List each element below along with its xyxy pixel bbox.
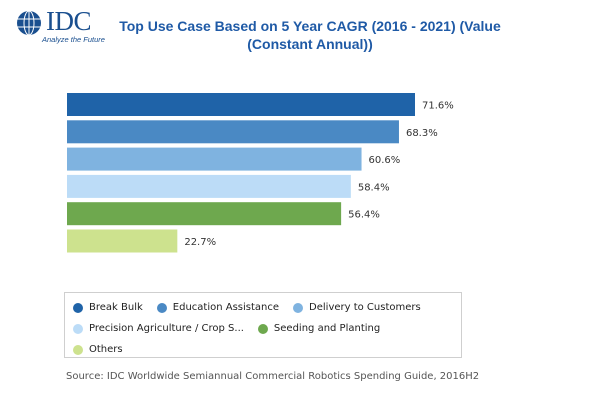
chart-title-line-2: (Constant Annual)): [247, 36, 373, 52]
logo-text: IDC: [46, 6, 92, 36]
logo-tagline: Analyze the Future: [42, 35, 105, 44]
bar-value-label-3: 60.6%: [369, 155, 401, 166]
legend-row: Break Bulk Education Assistance Delivery t…: [73, 297, 453, 318]
chart-legend: Break Bulk Education Assistance Delivery t…: [64, 292, 462, 358]
bar-value-label-5: 56.4%: [348, 210, 380, 221]
chart-title: Top Use Case Based on 5 Year CAGR (2016 …: [110, 17, 510, 53]
bar-chart: 71.6% 68.3% 60.6% 58.4% 56.4% 22.7%: [67, 93, 454, 253]
legend-label: Break Bulk: [89, 302, 143, 313]
globe-icon: [17, 10, 41, 36]
legend-marker-icon: [293, 302, 304, 313]
legend-item[interactable]: Break Bulk: [73, 302, 143, 313]
legend-row: Precision Agriculture / Crop S... Seeding…: [73, 318, 453, 339]
bar-value-label-6: 22.7%: [184, 237, 216, 248]
legend-label: Seeding and Planting: [273, 323, 381, 334]
legend-marker-icon: [257, 323, 268, 334]
legend-item[interactable]: Education Assistance: [156, 302, 280, 313]
legend-label: Others: [89, 344, 123, 355]
bar-6[interactable]: [67, 229, 178, 253]
source-note: Source: IDC Worldwide Semiannual Commerc…: [66, 371, 480, 382]
legend-item[interactable]: Precision Agriculture / Crop S...: [73, 323, 244, 334]
legend-label: Precision Agriculture / Crop S...: [89, 323, 244, 334]
legend-marker-icon: [73, 302, 83, 313]
bar-4[interactable]: [67, 174, 351, 198]
legend-marker-icon: [73, 344, 83, 355]
bar-value-label-4: 58.4%: [358, 182, 390, 193]
legend-label: Delivery to Customers: [309, 302, 421, 313]
chart-title-line-1: Top Use Case Based on 5 Year CAGR (2016 …: [119, 18, 501, 34]
legend-marker-icon: [73, 323, 83, 334]
legend-item[interactable]: Seeding and Planting: [257, 323, 381, 334]
bar-3[interactable]: [67, 147, 362, 171]
bar-value-label-1: 71.6%: [422, 101, 454, 112]
bar-1[interactable]: [67, 93, 415, 116]
bar-value-label-2: 68.3%: [406, 128, 438, 139]
bar-2[interactable]: [67, 120, 399, 144]
legend-label: Education Assistance: [172, 302, 280, 313]
legend-marker-icon: [156, 302, 167, 313]
legend-item[interactable]: Others: [73, 344, 123, 355]
legend-row: Others: [73, 339, 453, 360]
bar-5[interactable]: [67, 202, 342, 226]
legend-item[interactable]: Delivery to Customers: [293, 302, 421, 313]
idc-logo: IDC Analyze the Future: [16, 6, 112, 46]
